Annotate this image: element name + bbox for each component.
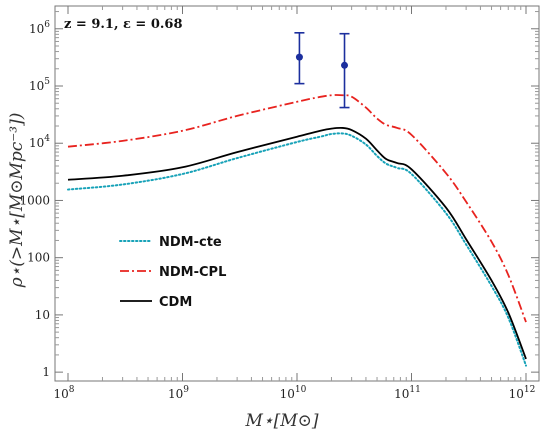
y-tick-label: 106: [29, 20, 50, 36]
legend-label-ndm-cpl: NDM-CPL: [159, 265, 226, 280]
y-tick-label: 1: [42, 365, 50, 379]
y-tick-label: 100: [27, 251, 50, 265]
y-axis-title: ρ⋆(>M⋆[M⊙Mpc⁻³]): [7, 113, 27, 289]
series-line-cdm: [67, 126, 527, 360]
x-tick-label: 108: [53, 385, 74, 401]
legend-label-ndm-cte: NDM-cte: [159, 235, 222, 250]
y-tick-label: 1000: [19, 193, 50, 207]
legend: NDM-cte NDM-CPL CDM: [119, 235, 226, 310]
y-tick-label: 104: [29, 134, 50, 150]
x-axis-title: M⋆[M⊙]: [245, 411, 319, 431]
x-tick-label: 1011: [394, 385, 421, 401]
y-tick-label: 10: [35, 308, 50, 322]
x-tick-label: 1010: [280, 385, 307, 401]
data-point: [341, 61, 349, 69]
series-layer: [67, 94, 527, 367]
x-tick-label: 1012: [509, 385, 536, 401]
plot-frame: [54, 5, 540, 382]
y-tick-label: 105: [29, 77, 50, 93]
axis-tick-labels: 108 109 1010 1011 1012 1 10 100 1000 104 105 106: [19, 20, 535, 401]
data-point: [295, 53, 303, 61]
series-line-ndm-cte: [67, 132, 527, 367]
legend-label-cdm: CDM: [159, 295, 192, 310]
series-line-ndm-cpl: [67, 94, 527, 323]
error-bar-layer: [294, 32, 350, 109]
axis-ticks: [55, 6, 539, 381]
x-tick-label: 109: [168, 385, 189, 401]
chart-annotation: z = 9.1, ε = 0.68: [64, 17, 183, 32]
